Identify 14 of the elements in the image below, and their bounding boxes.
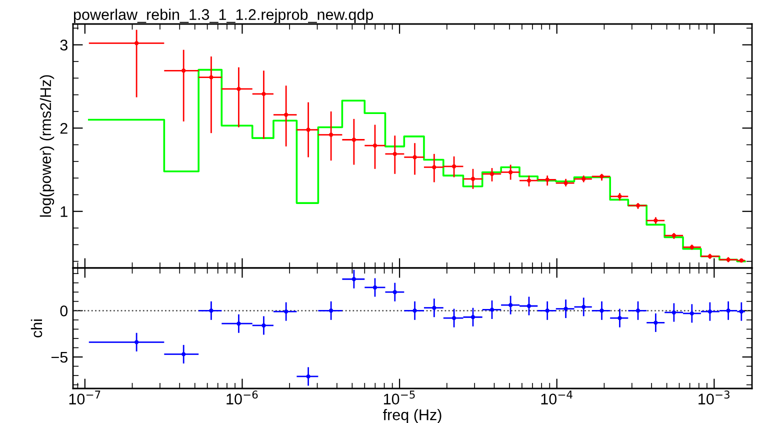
x-tick-label: 10$^{−7}$ bbox=[69, 390, 100, 404]
y-tick-label: 0 bbox=[60, 306, 68, 316]
x-tick-label: 10$^{−3}$ bbox=[698, 390, 730, 404]
y-axis-title: chi bbox=[30, 320, 42, 338]
y-axis-title: log(power) (rms2/Hz) bbox=[40, 75, 54, 217]
y-tick-label: 2 bbox=[60, 122, 68, 134]
chart-title: powerlaw_rebin_1.3_1_1.2.rejprob_new.qdp bbox=[74, 8, 374, 24]
x-axis-title: freq (Hz) bbox=[383, 408, 442, 423]
y-tick-label: 1 bbox=[60, 206, 68, 217]
x-tick-label: 10$^{−6}$ bbox=[226, 390, 258, 404]
x-tick-label: 10$^{−4}$ bbox=[541, 390, 572, 404]
y-tick-label: −5 bbox=[51, 352, 68, 363]
y-tick-label: 3 bbox=[60, 40, 68, 51]
x-tick-label: 10$^{−5}$ bbox=[384, 390, 415, 404]
